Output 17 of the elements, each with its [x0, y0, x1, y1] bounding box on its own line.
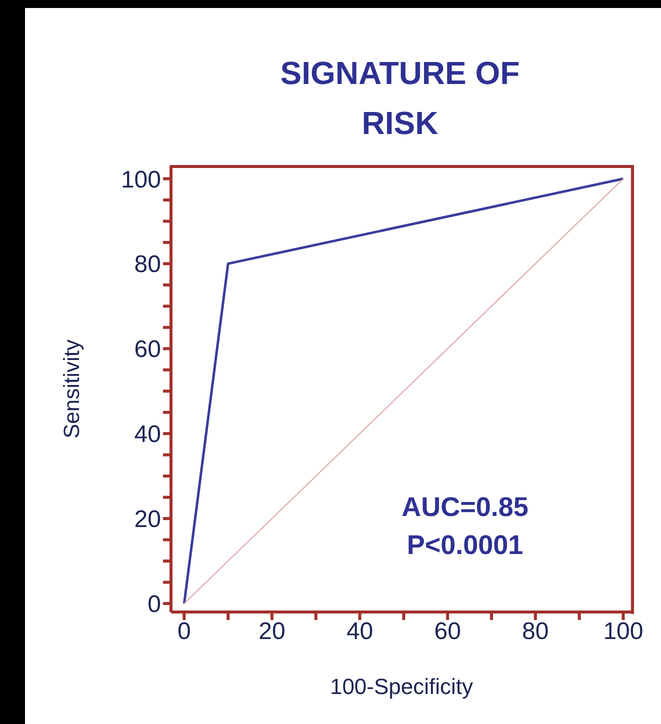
annotation: AUC=0.85 — [400, 491, 530, 524]
chart-title: SIGNATURE OF RISK — [279, 54, 521, 143]
annotation: P<0.0001 — [406, 529, 524, 562]
x-tick-label: 40 — [346, 618, 374, 646]
x-tick-label: 100 — [603, 618, 644, 646]
y-tick-label: 20 — [134, 506, 161, 534]
y-tick-label: 100 — [120, 166, 161, 194]
x-tick-label: 0 — [177, 618, 191, 646]
y-tick-label: 40 — [134, 421, 161, 448]
y-tick-label: 60 — [134, 336, 161, 364]
x-axis-title: 100-Specificity — [330, 674, 474, 699]
y-tick-label: 0 — [148, 591, 161, 618]
y-axis-title: Sensitivity — [58, 339, 84, 439]
x-tick-label: 20 — [258, 618, 286, 646]
y-tick-label: 80 — [134, 251, 161, 278]
x-tick-label: 80 — [522, 618, 549, 646]
x-tick-label: 60 — [434, 618, 461, 646]
